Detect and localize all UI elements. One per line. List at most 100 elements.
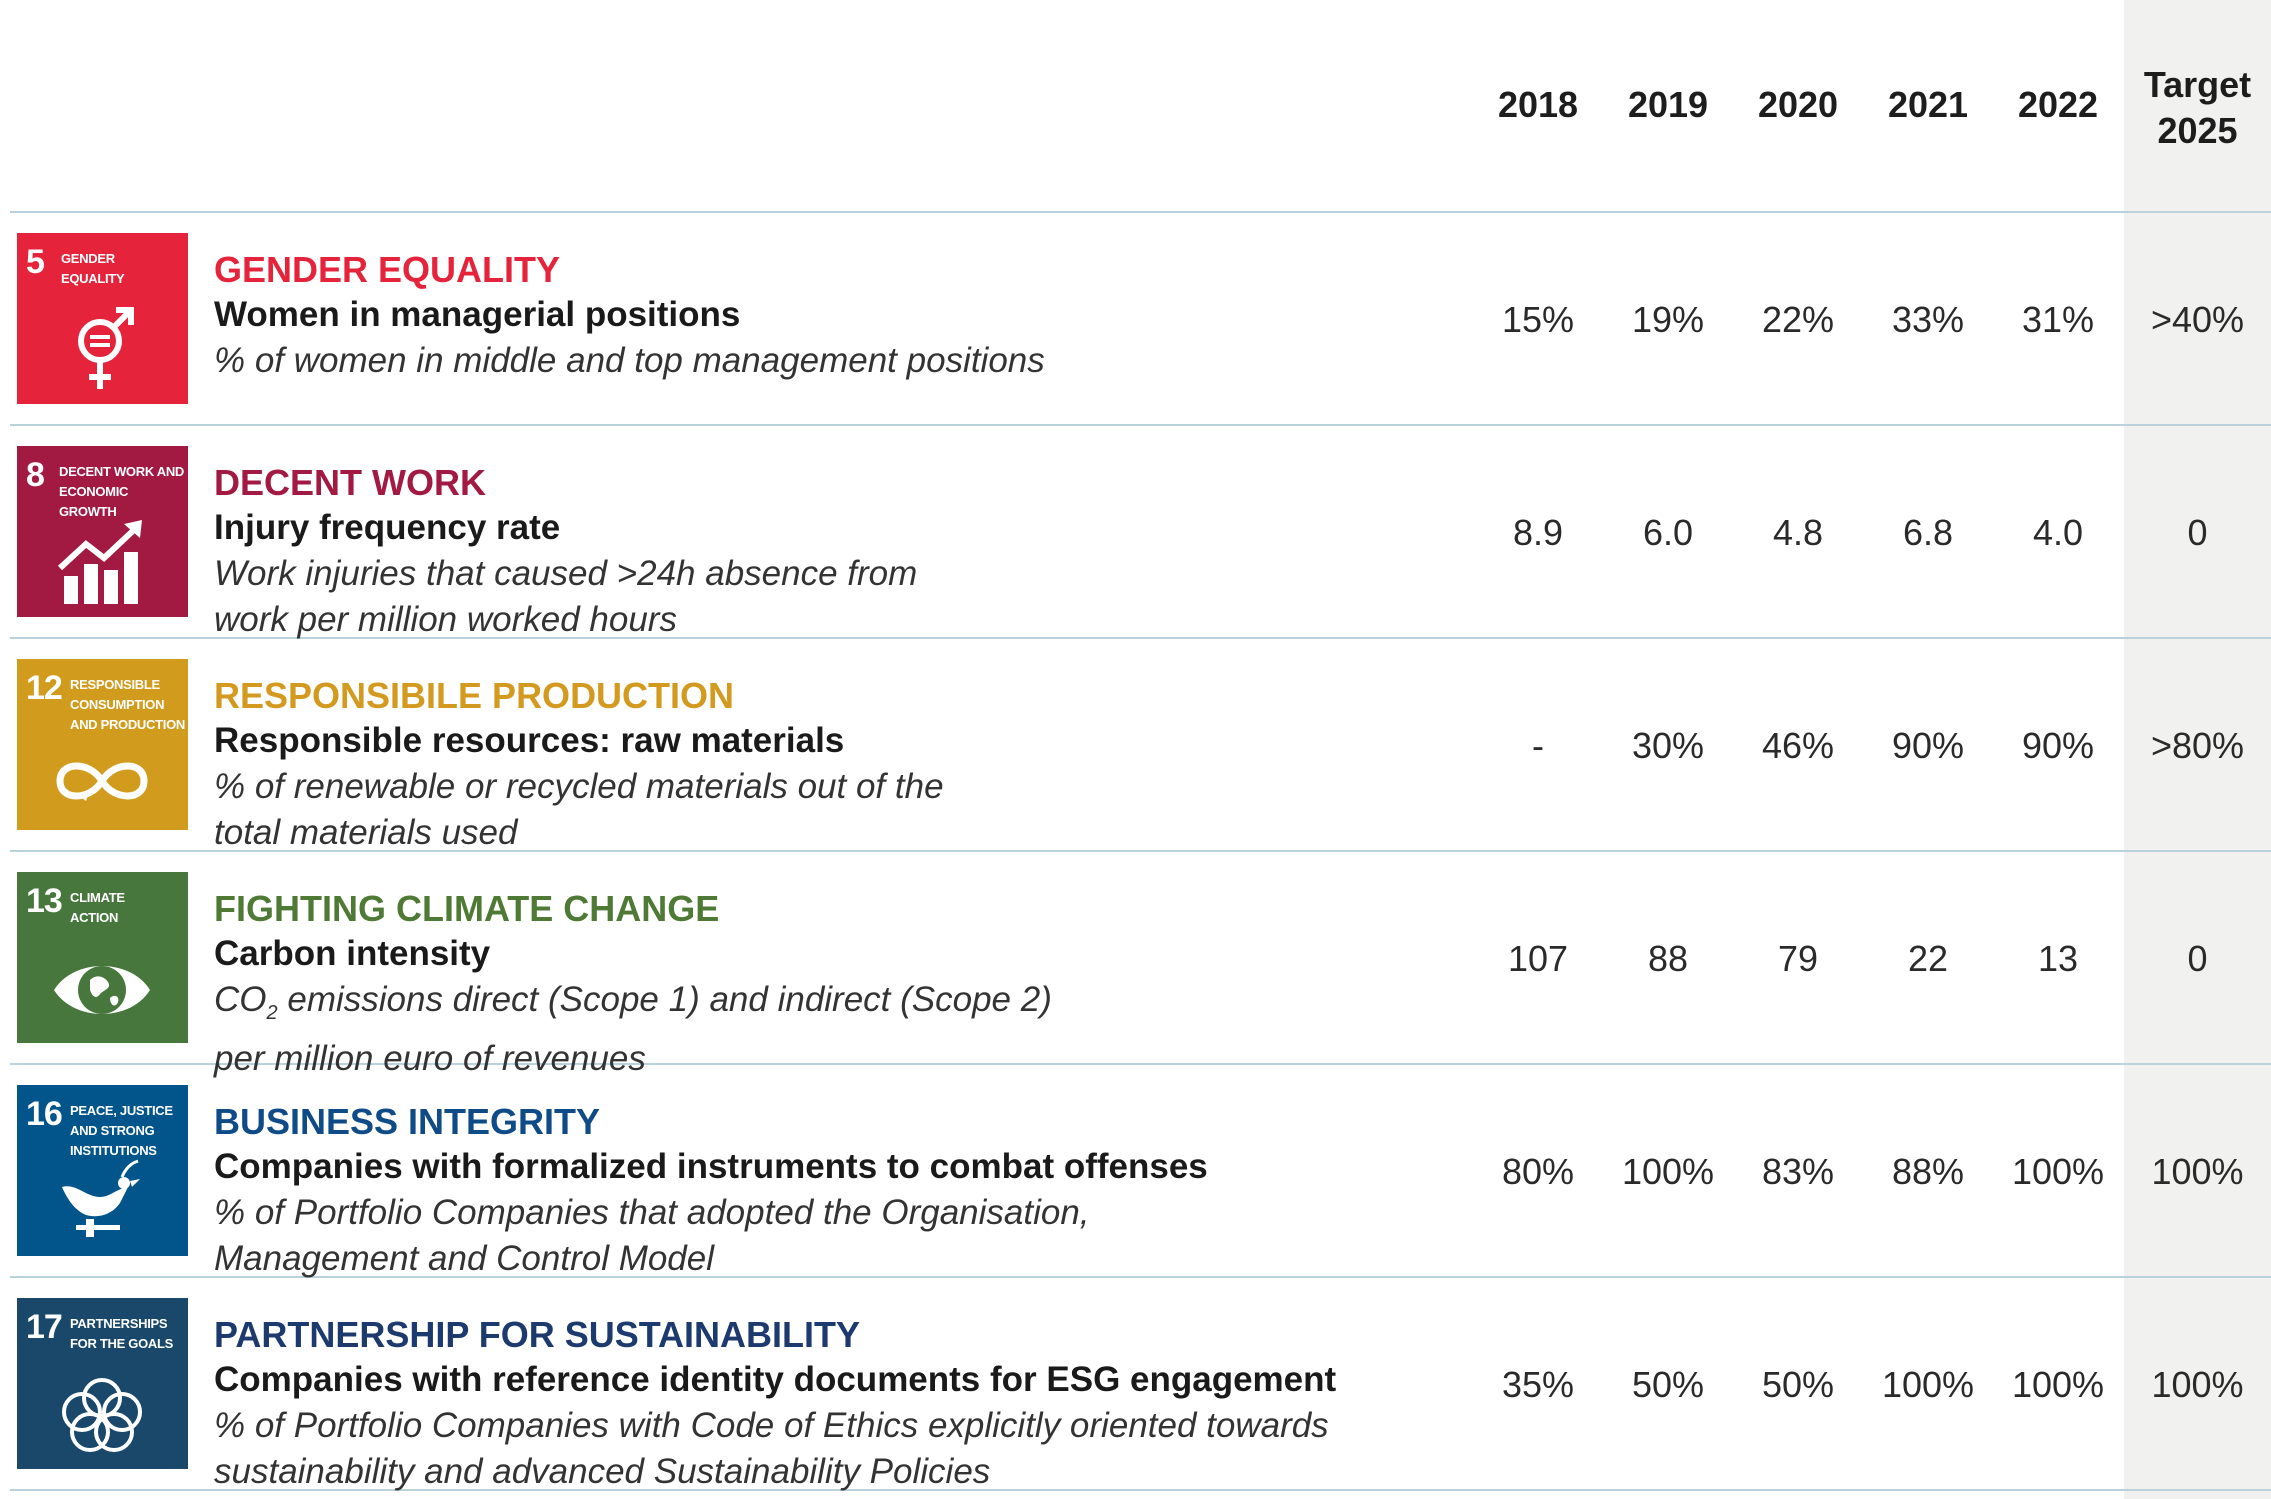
sdg-badge-title: CLIMATE ACTION [70,888,125,928]
metric-description: % of women in middle and top management … [214,341,1045,380]
row-divider [10,211,2271,213]
value-2018: - [1532,724,1544,766]
category-title: FIGHTING CLIMATE CHANGE [214,888,720,929]
target-header: Target 2025 [2124,62,2271,154]
row-divider [10,424,2271,426]
value-2019: 6.0 [1642,511,1694,553]
value-target-2025: 0 [2187,511,2208,553]
value-target-2025: 100% [2151,1363,2244,1405]
gender-equality-icon [78,307,134,389]
table-row-gender-equality: 5 GENDER EQUALITY GENDER EQUALITY Women … [0,213,2271,426]
sdg-badge-title-line: PARTNERSHIPS [70,1316,168,1331]
sdg-badge-number: 5 [26,243,45,281]
table-row-decent-work: 8 DECENT WORK AND ECONOMIC GROWTH DECENT… [0,426,2271,639]
table-header: 2018 2019 2020 2021 2022 Target 2025 [0,0,2271,213]
value-2020: 50% [1761,1363,1835,1405]
row-text: PARTNERSHIP FOR SUSTAINABILITY Companies… [214,1313,1394,1495]
value-2018: 15% [1501,298,1575,340]
row-text: RESPONSIBILE PRODUCTION Responsible reso… [214,674,1394,856]
category-title: BUSINESS INTEGRITY [214,1101,601,1142]
metric-description: % of Portfolio Companies that adopted th… [214,1193,1090,1232]
metric-title: Companies with formalized instruments to… [214,1147,1208,1186]
metric-description: CO2 emissions direct (Scope 1) and indir… [214,977,1394,1036]
partnership-rings-icon [62,1378,142,1452]
growth-chart-icon [57,520,142,604]
value-2021: 6.8 [1902,511,1954,553]
metric-title: Responsible resources: raw materials [214,721,845,760]
row-divider [10,637,2271,639]
table-row-business-integrity: 16 PEACE, JUSTICE AND STRONG INSTITUTION… [0,1065,2271,1278]
value-target-2025: >40% [2150,298,2245,340]
sdg-badge-number: 17 [26,1308,63,1346]
value-2021: 90% [1891,724,1965,766]
target-column-background [2124,0,2271,1499]
table-row-responsible-production: 12 RESPONSIBLE CONSUMPTION AND PRODUCTIO… [0,639,2271,852]
sdg-badge-5: 5 GENDER EQUALITY [17,233,188,404]
value-2020: 83% [1761,1150,1835,1192]
value-2020: 22% [1761,298,1835,340]
metric-title: Injury frequency rate [214,508,561,547]
metric-description: % of renewable or recycled materials out… [214,767,944,806]
value-2021: 22 [1907,937,1949,979]
description-text: emissions direct (Scope 1) and indirect … [277,980,1052,1019]
sdg-badge-title-line: ECONOMIC GROWTH [59,484,129,519]
year-header-2018: 2018 [1497,84,1579,125]
sdg-badge-title-line: GENDER [61,251,115,266]
value-2019: 50% [1631,1363,1705,1405]
sdg-badge-title: PEACE, JUSTICE AND STRONG INSTITUTIONS [70,1101,173,1161]
sdg-badge-17: 17 PARTNERSHIPS FOR THE GOALS [17,1298,188,1469]
category-title: DECENT WORK [214,462,486,503]
metric-title: Carbon intensity [214,934,491,973]
year-header-2020: 2020 [1757,84,1839,125]
sdg-badge-title-line: RESPONSIBLE [70,677,160,692]
value-2021: 88% [1891,1150,1965,1192]
sdg-badge-number: 12 [26,669,63,707]
sdg-badge-title-line: FOR THE GOALS [70,1336,173,1351]
value-2020: 4.8 [1772,511,1824,553]
value-2018: 35% [1501,1363,1575,1405]
value-2021: 100% [1881,1363,1975,1405]
row-divider [10,1276,2271,1278]
sdg-badge-number: 8 [26,456,45,494]
sdg-badge-number: 16 [26,1095,63,1133]
metric-title: Women in managerial positions [214,295,741,334]
value-target-2025: 0 [2187,937,2208,979]
sdg-badge-12: 12 RESPONSIBLE CONSUMPTION AND PRODUCTIO… [17,659,188,830]
infinity-icon [56,762,148,801]
value-2022: 31% [2021,298,2095,340]
target-header-line2: 2025 [2157,110,2238,151]
value-2020: 46% [1761,724,1835,766]
sdg-badge-16: 16 PEACE, JUSTICE AND STRONG INSTITUTION… [17,1085,188,1256]
sdg-badge-number: 13 [26,882,63,920]
dove-gavel-icon [62,1159,140,1237]
category-title: RESPONSIBILE PRODUCTION [214,675,735,716]
value-2022: 100% [2011,1150,2105,1192]
metric-description: work per million worked hours [214,600,677,639]
row-text: FIGHTING CLIMATE CHANGE Carbon intensity… [214,887,1394,1082]
sdg-badge-title-line: AND PRODUCTION [70,717,185,732]
value-2018: 107 [1507,937,1569,979]
sdg-badge-title-line: CLIMATE [70,890,125,905]
value-2018: 8.9 [1512,511,1564,553]
year-header-2019: 2019 [1627,84,1709,125]
table-row-climate-change: 13 CLIMATE ACTION FIGHTING CLIMATE CHANG… [0,852,2271,1078]
value-2022: 100% [2011,1363,2105,1405]
metric-description: sustainability and advanced Sustainabili… [214,1452,991,1491]
value-2019: 19% [1631,298,1705,340]
sdg-badge-title: PARTNERSHIPS FOR THE GOALS [70,1314,173,1354]
sdg-badge-13: 13 CLIMATE ACTION [17,872,188,1043]
table-row-partnership: 17 PARTNERSHIPS FOR THE GOALS PARTNERSHI… [0,1278,2271,1491]
sdg-badge-title: GENDER EQUALITY [61,249,125,289]
value-2022: 90% [2021,724,2095,766]
sdg-badge-8: 8 DECENT WORK AND ECONOMIC GROWTH [17,446,188,617]
target-header-line1: Target [2143,64,2252,105]
sdg-badge-title-line: CONSUMPTION [70,697,165,712]
year-header-2021: 2021 [1887,84,1969,125]
sdg-badge-title: DECENT WORK AND ECONOMIC GROWTH [59,462,188,522]
value-target-2025: 100% [2151,1150,2244,1192]
row-divider [10,850,2271,852]
sdg-badge-title: RESPONSIBLE CONSUMPTION AND PRODUCTION [70,675,185,735]
sdg-badge-title-line: EQUALITY [61,271,125,286]
sdg-badge-title-line: PEACE, JUSTICE [70,1103,173,1118]
metric-description: total materials used [214,813,518,852]
